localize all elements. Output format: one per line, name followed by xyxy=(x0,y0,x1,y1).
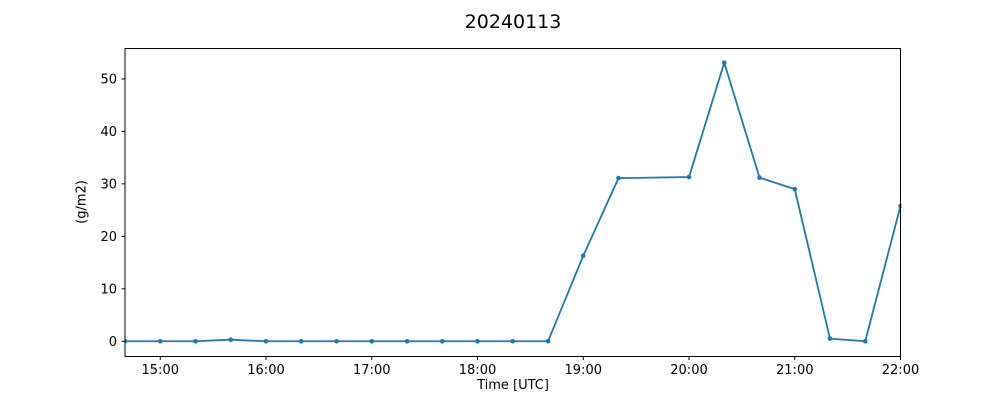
data-point xyxy=(616,175,621,181)
y-tick-label: 30 xyxy=(100,177,117,192)
x-tick-label: 22:00 xyxy=(882,363,919,378)
x-tick-label: 17:00 xyxy=(353,363,390,378)
data-point xyxy=(580,253,586,259)
data-point xyxy=(193,338,198,344)
chart-title: 20240113 xyxy=(464,11,562,33)
y-tick-label: 40 xyxy=(100,125,117,140)
x-axis-label: Time [UTC] xyxy=(477,378,549,393)
data-point xyxy=(475,338,480,344)
x-tick-label: 15:00 xyxy=(142,363,179,378)
y-tick-label: 50 xyxy=(100,72,117,87)
data-point xyxy=(298,338,304,344)
data-point xyxy=(721,60,727,65)
data-point xyxy=(510,338,516,344)
data-point xyxy=(157,338,163,344)
data-point xyxy=(263,338,269,344)
data-point xyxy=(404,338,410,344)
data-point xyxy=(862,338,868,344)
data-point xyxy=(792,186,798,192)
y-tick-label: 10 xyxy=(100,282,117,297)
y-tick-label: 0 xyxy=(109,335,117,350)
plot-spines xyxy=(124,48,901,357)
data-point xyxy=(686,174,692,180)
x-tick-label: 16:00 xyxy=(247,363,284,378)
x-tick-label: 18:00 xyxy=(459,363,496,378)
data-line xyxy=(125,61,902,343)
data-point xyxy=(369,338,375,344)
data-point xyxy=(545,338,551,344)
data-point xyxy=(827,336,833,341)
data-point xyxy=(757,175,762,180)
data-point xyxy=(439,338,445,344)
y-tick-label: 20 xyxy=(100,230,117,245)
data-point xyxy=(125,338,128,344)
x-tick-label: 21:00 xyxy=(776,363,813,378)
x-tick-label: 19:00 xyxy=(565,363,602,378)
x-tick-label: 20:00 xyxy=(670,363,707,378)
data-point xyxy=(228,337,234,343)
data-point xyxy=(334,338,339,344)
data-series xyxy=(125,60,902,344)
